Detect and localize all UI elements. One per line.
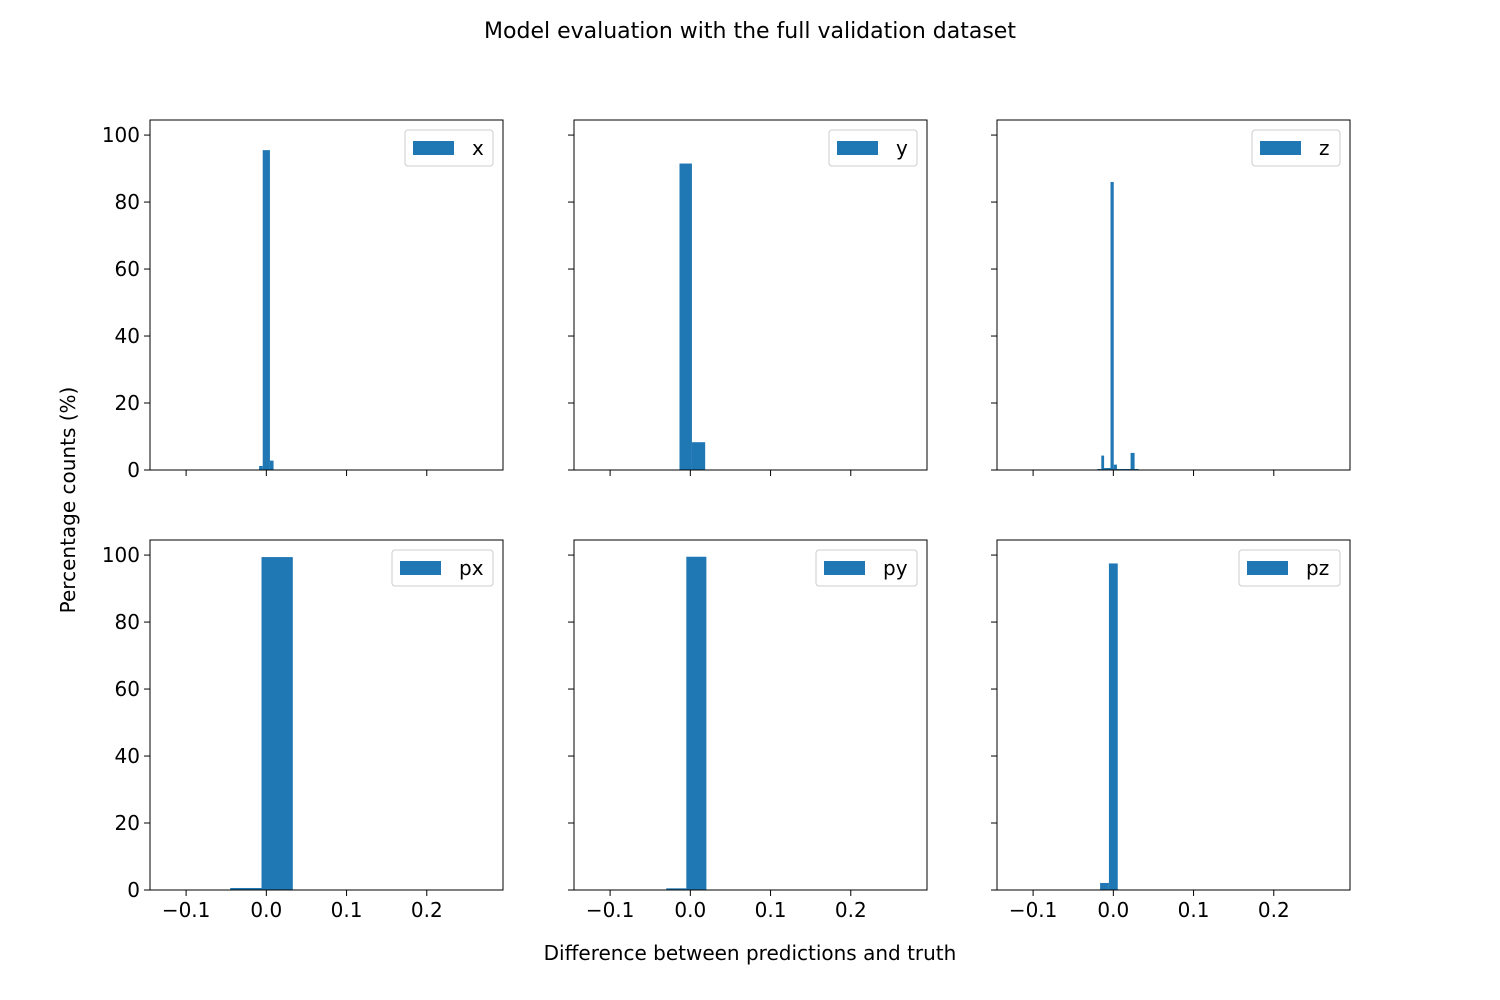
histogram-bar bbox=[1108, 563, 1118, 890]
figure-x-axis-label: Difference between predictions and truth bbox=[544, 941, 957, 965]
histogram-bar bbox=[666, 888, 687, 890]
figure-title: Model evaluation with the full validatio… bbox=[484, 19, 1016, 44]
plot-frame bbox=[149, 539, 504, 891]
legend-label: z bbox=[1319, 136, 1330, 160]
histogram-bar bbox=[1100, 882, 1109, 890]
legend: py bbox=[815, 549, 918, 587]
y-tick-label: 20 bbox=[115, 391, 140, 415]
x-tick-label: 0.1 bbox=[1178, 898, 1210, 922]
y-tick-label: 40 bbox=[115, 744, 140, 768]
legend: y bbox=[828, 129, 918, 167]
subplot-py: −0.1 0.0 0.1 0.2 py bbox=[568, 539, 928, 922]
legend-label: x bbox=[472, 136, 484, 160]
histogram-bar bbox=[1097, 468, 1102, 470]
histogram-bar bbox=[261, 557, 293, 890]
legend-box bbox=[1238, 549, 1341, 587]
subplot-z: z bbox=[991, 119, 1351, 476]
y-tick-label: 0 bbox=[127, 878, 140, 902]
histogram-bar bbox=[262, 150, 270, 470]
y-tick-label: 0 bbox=[127, 458, 140, 482]
y-tick-label: 40 bbox=[115, 324, 140, 348]
plot-frame bbox=[573, 119, 928, 471]
legend-swatch bbox=[837, 141, 878, 155]
subplot-grid: 0 20 40 60 80 100 x y z 0 20 40 60 80 100 −0.1 0.0 0.1 0.2… bbox=[102, 119, 1351, 922]
x-tick-label: 0.2 bbox=[411, 898, 443, 922]
y-tick-label: 60 bbox=[115, 677, 140, 701]
legend-label: py bbox=[883, 556, 908, 580]
legend-label: px bbox=[459, 556, 484, 580]
subplot-pz: −0.1 0.0 0.1 0.2 pz bbox=[991, 539, 1351, 922]
legend: px bbox=[391, 549, 494, 587]
histogram-bar bbox=[679, 163, 692, 471]
legend-box bbox=[815, 549, 918, 587]
legend-swatch bbox=[1247, 561, 1288, 575]
plot-frame bbox=[149, 119, 504, 471]
histogram-bar bbox=[686, 556, 707, 890]
histogram-bar bbox=[691, 442, 706, 470]
y-tick-label: 100 bbox=[102, 543, 140, 567]
legend: pz bbox=[1238, 549, 1341, 587]
legend-swatch bbox=[1260, 141, 1301, 155]
plot-frame bbox=[996, 119, 1351, 471]
x-tick-label: 0.2 bbox=[835, 898, 867, 922]
subplot-x: 0 20 40 60 80 100 x bbox=[102, 119, 504, 482]
y-tick-label: 60 bbox=[115, 257, 140, 281]
y-tick-label: 100 bbox=[102, 123, 140, 147]
x-tick-label: 0.1 bbox=[755, 898, 787, 922]
histogram-bar bbox=[1104, 467, 1111, 470]
histogram-bar bbox=[1110, 181, 1114, 470]
x-tick-label: 0.2 bbox=[1258, 898, 1290, 922]
x-tick-label: 0.0 bbox=[674, 898, 706, 922]
x-tick-label: 0.0 bbox=[250, 898, 282, 922]
histogram-bar bbox=[269, 460, 274, 470]
legend: z bbox=[1251, 129, 1341, 167]
x-tick-label: −0.1 bbox=[586, 898, 635, 922]
legend: x bbox=[404, 129, 494, 167]
y-tick-label: 80 bbox=[115, 190, 140, 214]
x-tick-label: 0.1 bbox=[331, 898, 363, 922]
x-tick-label: −0.1 bbox=[1009, 898, 1058, 922]
histogram-bar bbox=[1101, 455, 1105, 470]
histogram-bar bbox=[1130, 452, 1135, 470]
x-tick-label: 0.0 bbox=[1097, 898, 1129, 922]
subplot-y: y bbox=[568, 119, 928, 476]
histogram-bar bbox=[1113, 464, 1117, 470]
plot-frame bbox=[573, 539, 928, 891]
plot-frame bbox=[996, 539, 1351, 891]
histogram-bar bbox=[1116, 468, 1131, 470]
legend-box bbox=[391, 549, 494, 587]
subplot-px: 0 20 40 60 80 100 −0.1 0.0 0.1 0.2 px bbox=[102, 539, 504, 922]
histogram-bar bbox=[259, 465, 263, 470]
legend-swatch bbox=[400, 561, 441, 575]
histogram-bar bbox=[230, 887, 262, 890]
x-tick-label: −0.1 bbox=[162, 898, 211, 922]
legend-swatch bbox=[413, 141, 454, 155]
y-tick-label: 80 bbox=[115, 610, 140, 634]
y-tick-label: 20 bbox=[115, 811, 140, 835]
legend-swatch bbox=[824, 561, 865, 575]
legend-label: y bbox=[896, 136, 908, 160]
figure-y-axis-label: Percentage counts (%) bbox=[56, 387, 80, 614]
legend-label: pz bbox=[1306, 556, 1329, 580]
histogram-bar bbox=[1134, 468, 1139, 470]
